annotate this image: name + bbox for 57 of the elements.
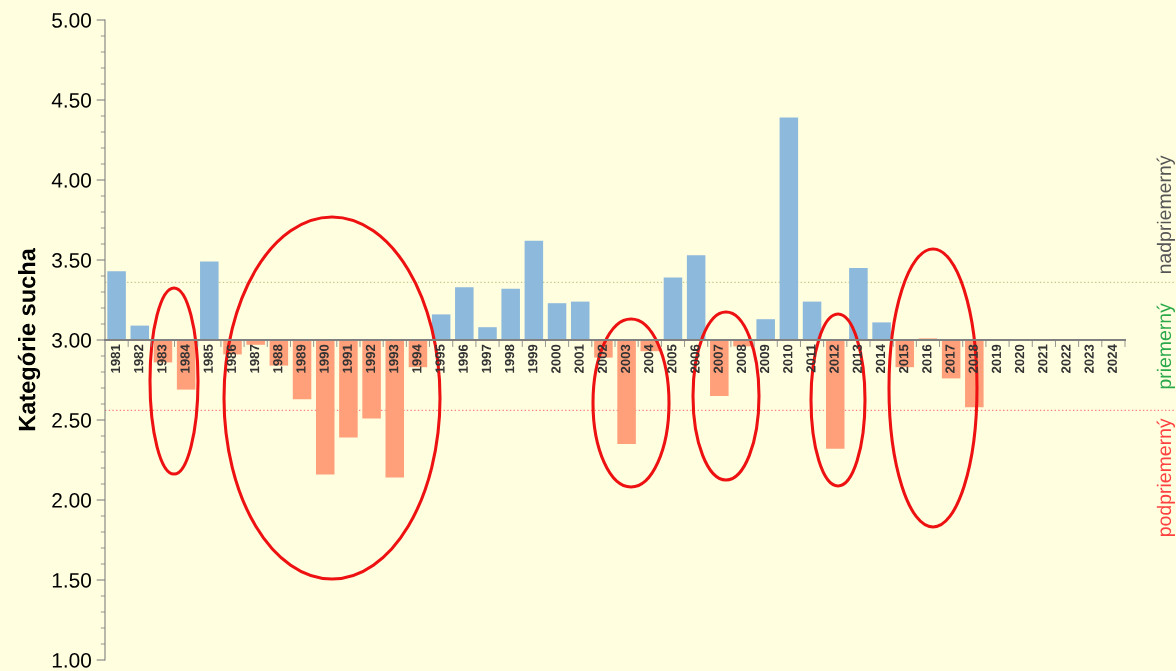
text: podpriemerný <box>1156 418 1175 537</box>
x-tick-label: 1985 <box>203 344 213 373</box>
x-tick-label: 2014 <box>875 344 886 374</box>
x-tick-label: 1997 <box>481 344 492 373</box>
y-axis-title: Kategórie sucha <box>17 247 41 431</box>
x-tick-label: 2020 <box>1014 344 1025 374</box>
y-tick-label: 4.00 <box>51 173 91 188</box>
y-tick-label: 1.50 <box>52 573 91 588</box>
x-tick-label: 2022 <box>1061 344 1071 374</box>
y-tick-label: 5.00 <box>52 13 91 28</box>
x-tick-label: 1983 <box>157 344 167 373</box>
x-tick-label: 1998 <box>504 344 515 373</box>
x-tick-label: 2001 <box>574 344 584 374</box>
x-tick-label: 2002 <box>597 344 607 374</box>
x-tick-label: 1993 <box>388 344 399 373</box>
x-tick-label: 1996 <box>458 344 468 373</box>
x-tick-label: 1987 <box>249 344 260 373</box>
x-tick-label: 1994 <box>412 344 422 373</box>
x-tick-label: 2018 <box>968 344 978 374</box>
x-tick-label: 1992 <box>365 344 376 373</box>
x-tick-label: 2023 <box>1084 344 1094 374</box>
y-tick-label: 3.00 <box>52 333 91 348</box>
text: nadpriemerný <box>1156 155 1175 274</box>
y-tick-label: 3.50 <box>52 253 91 268</box>
x-tick-label: 2005 <box>667 344 677 374</box>
x-tick-label: 1988 <box>273 344 283 373</box>
y-tick-label: 2.00 <box>52 493 91 508</box>
x-tick-label: 2011 <box>806 344 816 373</box>
x-tick-label: 2016 <box>922 344 932 374</box>
x-tick-label: 1986 <box>226 344 237 373</box>
x-tick-label: 2000 <box>551 344 561 374</box>
y-tick-label: 1.00 <box>52 653 91 668</box>
x-tick-label: 2007 <box>713 344 723 374</box>
x-tick-label: 2003 <box>620 344 631 374</box>
x-tick-label: 2024 <box>1107 344 1117 374</box>
x-tick-label: 2013 <box>852 344 862 374</box>
x-tick-label: 1999 <box>528 344 538 373</box>
x-tick-label: 1990 <box>319 344 329 373</box>
x-tick-label: 1995 <box>435 344 445 373</box>
text: priemerný <box>1156 303 1175 389</box>
x-tick-label: 1989 <box>296 344 306 373</box>
x-tick-label: 2021 <box>1038 344 1048 374</box>
x-tick-label: 1982 <box>133 344 144 373</box>
y-tick-label: 2.50 <box>52 413 91 428</box>
x-tick-label: 1981 <box>110 344 121 373</box>
x-tick-label: 2004 <box>643 344 654 374</box>
y-tick-label: 4.50 <box>51 93 91 108</box>
x-tick-label: 1984 <box>180 344 190 373</box>
x-tick-label: 2008 <box>736 344 747 374</box>
x-tick-label: 2017 <box>945 344 955 374</box>
x-tick-label: 2010 <box>783 344 793 374</box>
x-tick-label: 2006 <box>690 344 700 374</box>
x-tick-label: 2019 <box>991 344 1002 374</box>
x-tick-label: 2012 <box>829 344 839 374</box>
x-tick-label: 2009 <box>759 344 770 374</box>
x-tick-label: 2015 <box>898 344 909 374</box>
x-tick-label: 1991 <box>342 344 352 373</box>
